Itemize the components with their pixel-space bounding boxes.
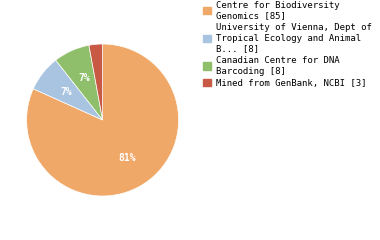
Legend: Centre for Biodiversity
Genomics [85], University of Vienna, Dept of
Tropical Ec: Centre for Biodiversity Genomics [85], U… [202, 0, 372, 89]
Wedge shape [27, 44, 179, 196]
Wedge shape [56, 45, 103, 120]
Text: 7%: 7% [78, 73, 90, 84]
Text: 7%: 7% [61, 87, 73, 97]
Wedge shape [89, 44, 103, 120]
Text: 81%: 81% [119, 153, 136, 163]
Wedge shape [33, 60, 103, 120]
